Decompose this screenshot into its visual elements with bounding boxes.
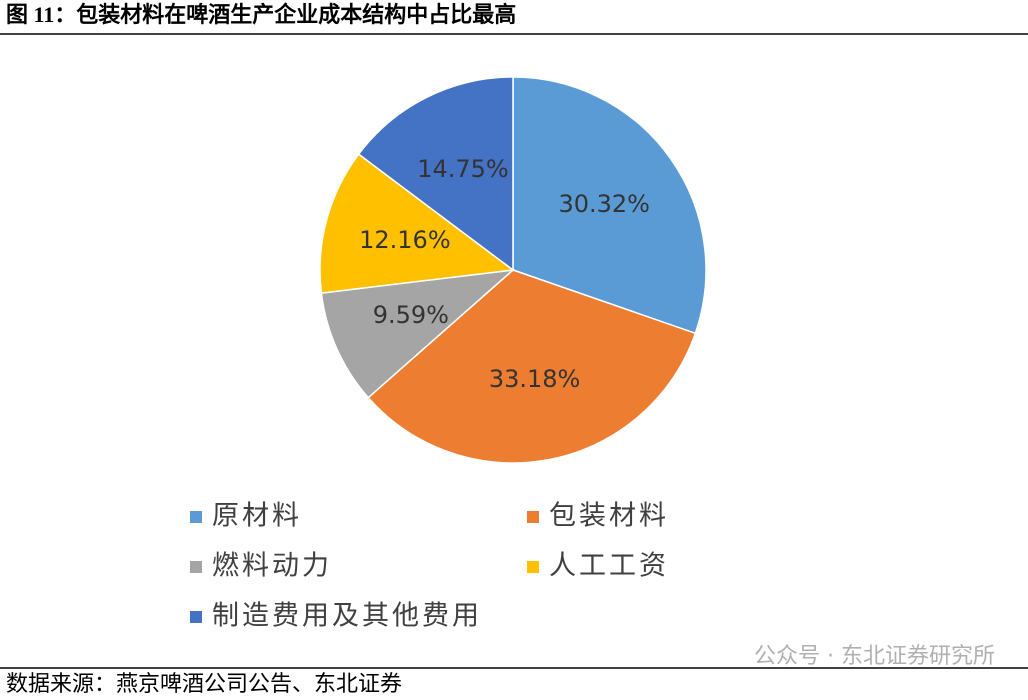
- data-label: 12.16%: [359, 226, 451, 254]
- legend-swatch: [190, 611, 202, 623]
- legend-label: 包装材料: [549, 501, 669, 532]
- data-label: 30.32%: [558, 190, 650, 218]
- pie-slice: [357, 76, 514, 272]
- chart-title: 图 11：包装材料在啤酒生产企业成本结构中占比最高: [6, 2, 516, 27]
- legend-swatch: [527, 561, 539, 573]
- legend-label: 原材料: [212, 501, 302, 532]
- watermark: 公众号 · 东北证券研究所: [754, 644, 995, 669]
- pie-slice: [320, 268, 516, 399]
- legend-swatch: [190, 561, 202, 573]
- pie-slice: [367, 269, 697, 464]
- data-label: 9.59%: [373, 301, 449, 329]
- legend-swatch: [190, 511, 202, 523]
- legend-swatch: [527, 511, 539, 523]
- source-note: 数据来源：燕京啤酒公司公告、东北证券: [6, 671, 402, 696]
- legend-label: 人工工资: [549, 551, 669, 582]
- legend-label: 制造费用及其他费用: [212, 601, 482, 632]
- pie-slice: [319, 153, 515, 294]
- legend-label: 燃料动力: [212, 551, 332, 582]
- pie-slice: [512, 76, 707, 335]
- data-label: 33.18%: [489, 365, 581, 393]
- data-label: 14.75%: [417, 155, 509, 183]
